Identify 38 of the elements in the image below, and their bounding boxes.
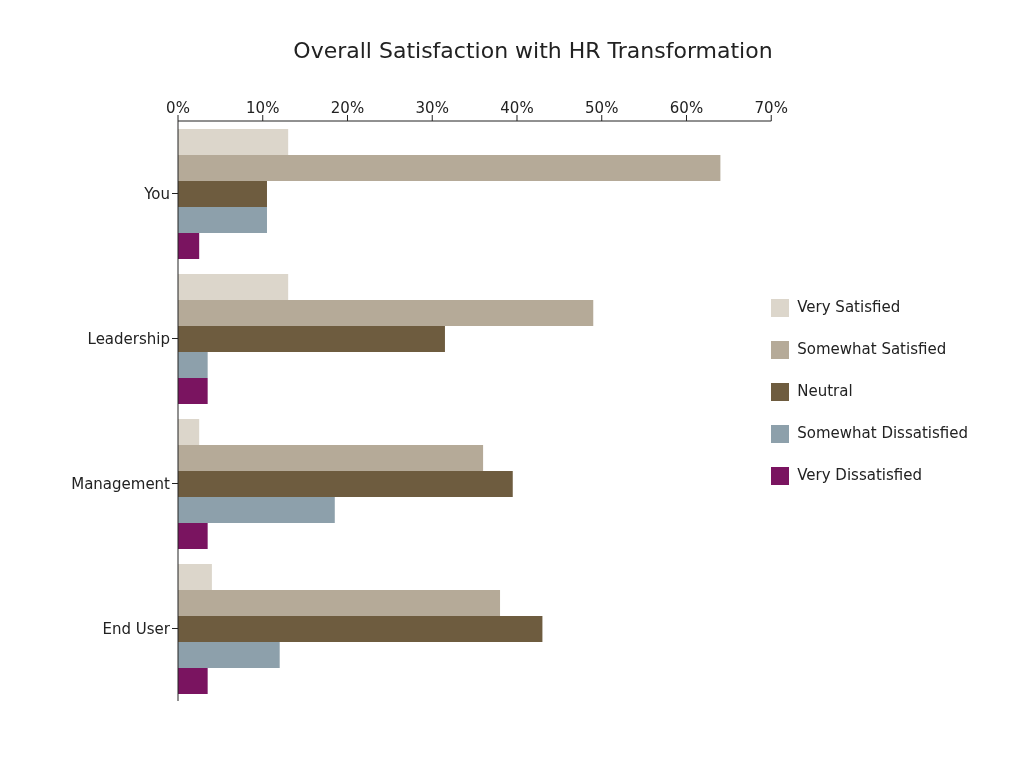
x-tick-label: 30% bbox=[415, 99, 449, 117]
legend-label: Somewhat Satisfied bbox=[797, 340, 947, 358]
bar bbox=[178, 419, 200, 445]
bar bbox=[178, 523, 208, 549]
bar bbox=[178, 181, 267, 207]
y-tick-label: You bbox=[143, 184, 170, 203]
bar bbox=[178, 616, 543, 642]
y-tick-label: Leadership bbox=[87, 329, 170, 348]
x-tick-label: 60% bbox=[669, 99, 704, 117]
y-tick-label: End User bbox=[102, 619, 171, 638]
bar bbox=[178, 378, 208, 404]
bar bbox=[178, 326, 445, 352]
bar bbox=[178, 129, 289, 155]
legend-label: Somewhat Dissatisfied bbox=[797, 424, 968, 442]
x-tick-label: 0% bbox=[166, 99, 190, 117]
bar bbox=[178, 590, 501, 616]
bar bbox=[178, 497, 335, 523]
x-tick-label: 70% bbox=[754, 99, 788, 117]
bar bbox=[178, 233, 200, 259]
bar bbox=[178, 300, 594, 326]
bar bbox=[178, 155, 721, 181]
x-tick-label: 10% bbox=[246, 99, 280, 117]
bar bbox=[178, 564, 212, 590]
bar bbox=[178, 642, 280, 668]
legend-label: Very Satisfied bbox=[797, 298, 901, 316]
bar bbox=[178, 352, 208, 378]
chart-title: Overall Satisfaction with HR Transformation bbox=[292, 37, 774, 65]
bar bbox=[178, 445, 484, 471]
legend-label: Very Dissatisfied bbox=[797, 466, 922, 484]
bar bbox=[178, 668, 208, 694]
x-tick-label: 40% bbox=[500, 99, 534, 117]
x-tick-label: 20% bbox=[330, 99, 365, 117]
x-tick-label: 50% bbox=[585, 99, 619, 117]
bar bbox=[178, 207, 267, 233]
legend-label: Neutral bbox=[797, 382, 853, 400]
y-tick-label: Management bbox=[71, 474, 171, 493]
bar bbox=[178, 471, 513, 497]
bar bbox=[178, 274, 289, 300]
